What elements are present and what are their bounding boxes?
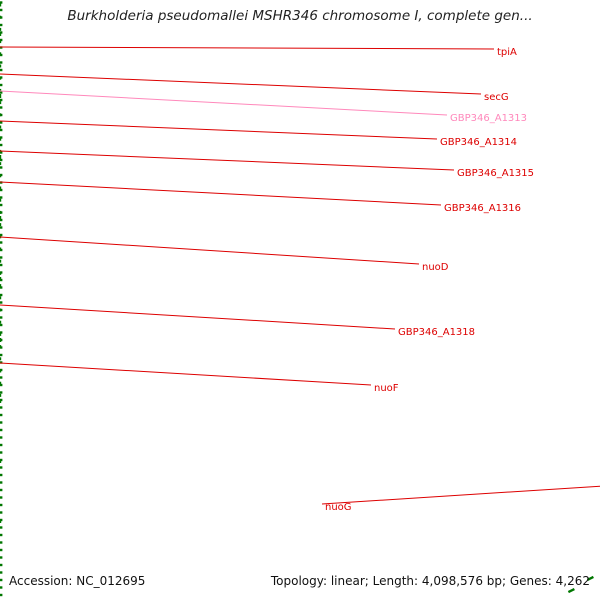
ruler-dot — [0, 286, 3, 289]
gene-label: GBP346_A1316 — [444, 203, 521, 214]
ruler-dot — [0, 143, 3, 147]
ruler-dot — [0, 503, 3, 507]
gene-label: GBP346_A1314 — [440, 137, 517, 148]
ruler-dot — [0, 226, 3, 229]
ruler-dot — [0, 473, 3, 477]
ruler-dot — [0, 488, 3, 492]
gene-leader-line — [0, 73, 482, 95]
ruler-dot — [0, 196, 3, 199]
accession-text: Accession: NC_012695 — [9, 574, 146, 588]
ruler-dot — [0, 571, 3, 574]
ruler-dot — [0, 38, 3, 42]
gene-label: GBP346_A1313 — [450, 113, 527, 124]
gene-label: tpiA — [497, 47, 517, 58]
gene-leader-line — [0, 46, 495, 50]
gene-track-layer — [0, 3, 600, 600]
ruler-dot — [0, 331, 3, 334]
ruler-dot — [0, 293, 3, 297]
ruler-dot — [0, 241, 3, 244]
ruler-dot — [0, 8, 3, 12]
gene-arrow-highlight — [594, 545, 600, 600]
ruler-dot — [0, 188, 3, 192]
ruler-dot — [0, 361, 3, 364]
gene-label-layer: tpiA secG GBP346_A1313 GBP346_A1314 GBP346_A… — [0, 46, 600, 513]
ruler-dot — [0, 121, 3, 124]
ruler-dot — [0, 526, 3, 529]
ruler-dot — [0, 68, 3, 72]
ruler-dot — [0, 91, 3, 94]
ruler-dot — [0, 301, 3, 304]
ruler-dot — [0, 376, 3, 379]
gene-leader-line — [321, 485, 600, 505]
ruler-dot — [0, 578, 3, 582]
ruler-dot — [0, 541, 3, 544]
ruler-dot — [0, 443, 3, 447]
ruler-dot — [0, 511, 3, 514]
ruler-dot — [0, 481, 3, 484]
map-title: Burkholderia pseudomallei MSHR346 chromo… — [67, 8, 533, 24]
gene-leader-line — [0, 181, 442, 206]
ruler-dot — [0, 166, 3, 169]
ruler-dot — [0, 158, 3, 162]
gene-leader-line — [0, 90, 448, 116]
ruler-dot — [0, 383, 3, 387]
gene-label: nuoD — [422, 262, 449, 273]
gene-label: secG — [484, 92, 509, 103]
ruler-dot — [0, 256, 3, 259]
ruler-dot — [0, 556, 3, 559]
ruler-dot — [0, 466, 3, 469]
ruler-dot — [0, 203, 3, 207]
gene-label: nuoF — [374, 383, 399, 394]
ruler-dot — [0, 106, 3, 109]
ruler-dot — [0, 263, 3, 267]
gene-label: GBP346_A1318 — [398, 327, 475, 338]
ruler-dot — [0, 316, 3, 319]
ruler-dot — [0, 136, 3, 139]
gene-leader-line — [0, 150, 455, 171]
gene-label: nuoG — [325, 502, 352, 513]
gene-leader-line — [0, 236, 420, 265]
ruler-dot — [0, 593, 3, 597]
topology-summary: Topology: linear; Length: 4,098,576 bp; … — [270, 574, 590, 588]
outer-tick — [586, 575, 594, 581]
ruler-dot — [0, 548, 3, 552]
ruler-dot — [0, 533, 3, 537]
ruler-dot — [0, 391, 3, 394]
ruler-dot — [0, 428, 3, 432]
ruler-dot — [0, 323, 3, 327]
gene-leader-line — [0, 120, 438, 140]
ruler-dot — [0, 1, 3, 4]
gene-label: GBP346_A1315 — [457, 168, 534, 179]
ruler-dot — [0, 353, 3, 357]
ruler-dot — [0, 406, 3, 409]
ruler-dot — [0, 233, 3, 237]
ruler-dot — [0, 98, 3, 102]
gene-leader-line — [0, 362, 372, 386]
ruler-dot — [0, 451, 3, 454]
ruler-dot — [0, 83, 3, 87]
gene-leader-line — [0, 304, 396, 330]
gene-arrow — [590, 545, 600, 600]
ruler-dot — [0, 421, 3, 424]
ruler-dot — [0, 128, 3, 132]
ruler-dot — [0, 563, 3, 567]
outer-tick — [567, 588, 575, 594]
ruler-dot — [0, 413, 3, 417]
ruler-dot — [0, 586, 3, 589]
ruler-dot — [0, 496, 3, 499]
ruler-dot — [0, 436, 3, 439]
ruler-dot — [0, 61, 3, 64]
ruler-dot — [0, 23, 3, 27]
